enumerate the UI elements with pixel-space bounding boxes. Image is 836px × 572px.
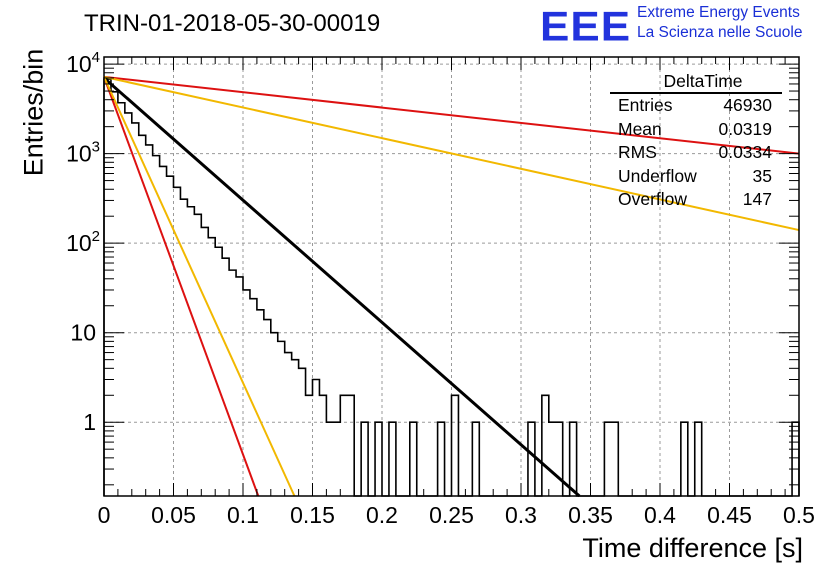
fit-line bbox=[103, 76, 260, 497]
y-axis-label: Entries/bin bbox=[18, 48, 49, 176]
x-tick-label: 0.2 bbox=[366, 502, 398, 528]
x-tick-label: 0.1 bbox=[227, 502, 259, 528]
y-tick-labels: 1 10 102 103 104 bbox=[66, 49, 100, 435]
stats-value: 0.0319 bbox=[718, 118, 772, 139]
stats-row-underflow: Underflow 35 bbox=[610, 165, 782, 189]
x-tick-label: 0.35 bbox=[568, 502, 613, 528]
stats-label: Overflow bbox=[618, 189, 688, 209]
fit-line bbox=[103, 76, 581, 498]
x-tick-label: 0.3 bbox=[505, 502, 537, 528]
stats-row-rms: RMS 0.0334 bbox=[610, 141, 782, 165]
fit-line bbox=[103, 75, 800, 232]
stats-row-mean: Mean 0.0319 bbox=[610, 118, 782, 142]
fit-line bbox=[103, 75, 800, 155]
axis-ticks bbox=[103, 57, 800, 496]
stats-label: RMS bbox=[618, 142, 657, 162]
stats-row-entries: Entries 46930 bbox=[610, 94, 782, 118]
y-tick-label: 103 bbox=[66, 139, 100, 167]
x-tick-labels: 0 0.05 0.1 0.15 0.2 0.25 0.3 0.35 0.4 0.45 0.5 bbox=[98, 502, 815, 528]
y-tick-label: 104 bbox=[66, 49, 100, 77]
y-tick-label: 102 bbox=[66, 228, 100, 256]
stats-label: Underflow bbox=[618, 165, 697, 186]
x-tick-label: 0.45 bbox=[707, 502, 752, 528]
x-tick-label: 0.5 bbox=[783, 502, 815, 528]
stats-value: 147 bbox=[742, 189, 772, 209]
run-title: TRIN-01-2018-05-30-00019 bbox=[84, 10, 381, 37]
fit-line bbox=[103, 76, 296, 497]
stats-label: Mean bbox=[618, 118, 662, 139]
x-tick-label: 0.4 bbox=[644, 502, 676, 528]
x-tick-label: 0.05 bbox=[151, 502, 196, 528]
x-axis-label: Time difference [s] bbox=[582, 533, 803, 563]
stats-title: DeltaTime bbox=[610, 70, 782, 94]
stats-value: 0.0334 bbox=[718, 142, 772, 162]
x-tick-label: 0 bbox=[98, 502, 111, 528]
x-tick-label: 0.15 bbox=[290, 502, 335, 528]
logo-line-2: La Scienza nelle Scuole bbox=[637, 24, 803, 41]
logo-line-1: Extreme Energy Events bbox=[637, 4, 800, 21]
fit-lines bbox=[103, 75, 800, 498]
y-tick-label: 1 bbox=[83, 409, 96, 435]
stats-row-overflow: Overflow 147 bbox=[610, 188, 782, 212]
y-tick-label: 10 bbox=[70, 320, 96, 346]
stats-value: 35 bbox=[752, 165, 772, 186]
stats-box: DeltaTime Entries 46930 Mean 0.0319 RMS 0.0… bbox=[610, 70, 782, 212]
stats-value: 46930 bbox=[723, 95, 772, 115]
stats-label: Entries bbox=[618, 95, 673, 115]
x-tick-label: 0.25 bbox=[429, 502, 474, 528]
eee-logo: EEE bbox=[540, 3, 632, 50]
